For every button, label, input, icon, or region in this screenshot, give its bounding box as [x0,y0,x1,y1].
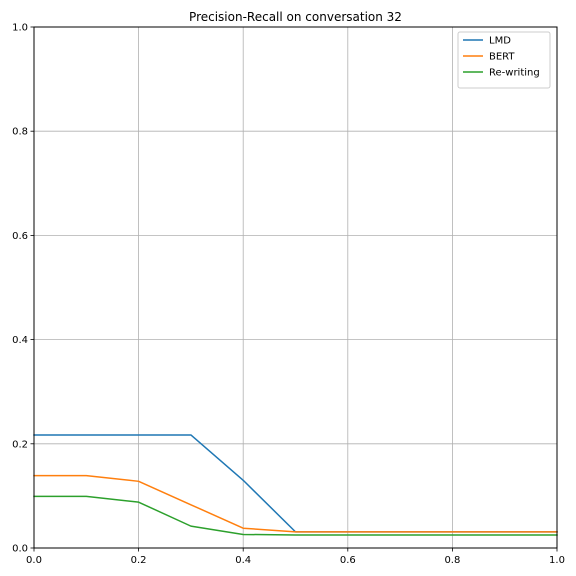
y-tick-label: 1.0 [12,23,28,34]
y-tick-label: 0.4 [12,335,28,346]
x-tick-label: 1.0 [549,555,565,566]
y-tick-label: 0.6 [12,231,28,242]
x-tick-label: 0.4 [235,555,251,566]
x-tick-label: 0.0 [26,555,42,566]
legend-label: LMD [489,36,511,47]
legend: LMD BERT Re-writing [457,31,551,89]
x-tick-label: 0.2 [131,555,147,566]
series-line-bert [33,474,558,533]
series-lines [33,434,558,536]
legend-box [457,31,551,89]
axis-ticks: 0.0 0.2 0.4 0.6 0.8 1.0 0.0 0.2 0.4 0.6 0.8 1.0 [12,23,565,567]
x-tick-label: 0.8 [444,555,460,566]
plot-frame [33,26,558,549]
legend-label: Re-writing [489,68,540,79]
legend-label: BERT [489,52,515,63]
chart-title: Precision-Recall on conversation 32 [189,10,402,24]
series-line-re-writing [33,495,558,536]
y-tick-label: 0.8 [12,127,28,138]
x-tick-label: 0.6 [340,555,356,566]
y-tick-label: 0.2 [12,439,28,450]
grid [33,26,558,549]
y-tick-label: 0.0 [12,544,28,555]
